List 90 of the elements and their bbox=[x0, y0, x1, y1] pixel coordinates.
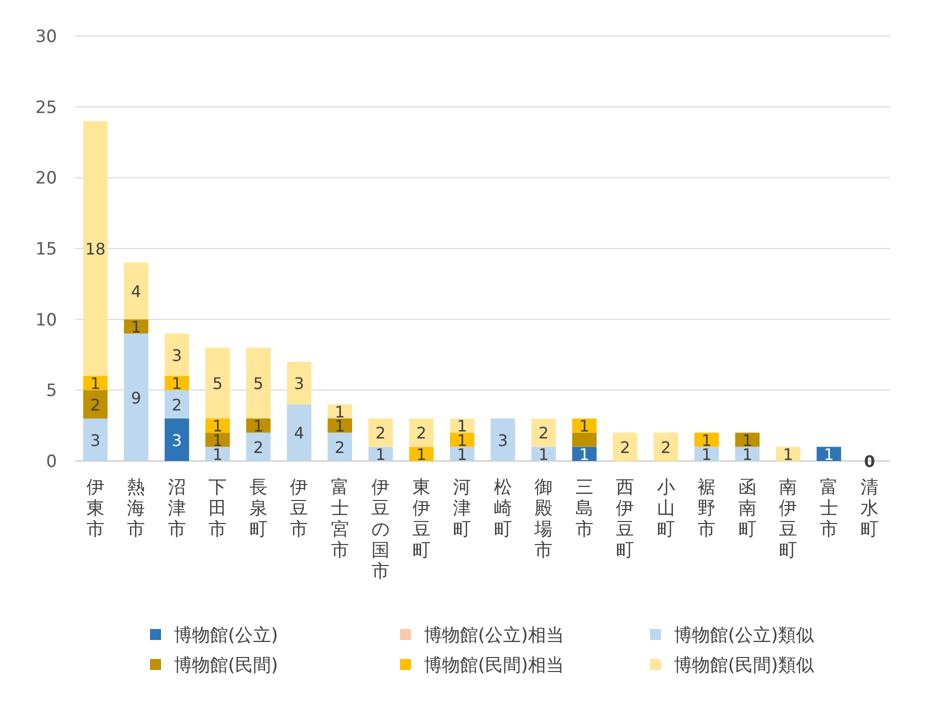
bar bbox=[83, 390, 108, 418]
data-label: 2 bbox=[172, 395, 182, 414]
x-tick-label: 西伊豆町 bbox=[616, 477, 634, 561]
data-label: 1 bbox=[131, 317, 142, 336]
data-label: 5 bbox=[253, 374, 264, 394]
x-tick-label: 東伊豆町 bbox=[412, 477, 430, 561]
x-tick-label: 伊豆市 bbox=[290, 477, 308, 540]
data-label: 3 bbox=[294, 374, 304, 394]
data-label: 4 bbox=[294, 424, 304, 443]
x-tick-label: 三島市 bbox=[575, 477, 594, 540]
data-label: 5 bbox=[212, 374, 223, 394]
legend-label: 博物館(民間) bbox=[174, 655, 278, 676]
data-label: 1 bbox=[253, 416, 264, 436]
x-tick-label: 熱海市 bbox=[127, 477, 146, 540]
data-label: 3 bbox=[90, 430, 100, 450]
data-label: 2 bbox=[253, 438, 264, 457]
bar bbox=[409, 418, 434, 447]
data-label: 3 bbox=[172, 430, 182, 450]
x-tick-label: 清水町 bbox=[860, 477, 879, 540]
y-tick-label: 10 bbox=[35, 310, 57, 330]
x-tick-label: 裾野市 bbox=[698, 477, 716, 540]
x-tick-label: 沼津市 bbox=[168, 477, 186, 540]
legend-label: 博物館(公立)類似 bbox=[674, 625, 814, 646]
data-label: 3 bbox=[172, 346, 182, 365]
bar bbox=[205, 348, 230, 418]
data-label: 3 bbox=[498, 430, 508, 450]
data-label: 2 bbox=[376, 424, 386, 443]
x-tick-label: 松崎町 bbox=[494, 477, 512, 540]
y-tick-label: 15 bbox=[35, 240, 57, 260]
bar bbox=[124, 262, 148, 320]
bar bbox=[531, 418, 556, 447]
bar bbox=[205, 432, 230, 447]
bar bbox=[368, 418, 393, 447]
legend-label: 博物館(公立) bbox=[174, 625, 278, 646]
bar bbox=[490, 418, 516, 461]
bar bbox=[246, 348, 271, 418]
data-label: 1 bbox=[376, 444, 386, 464]
data-label: 1 bbox=[538, 444, 549, 464]
bar bbox=[328, 432, 352, 461]
bar bbox=[450, 432, 474, 447]
bar bbox=[612, 432, 638, 461]
data-label: 18 bbox=[85, 240, 106, 258]
bar bbox=[83, 121, 108, 376]
x-tick-label: 伊東市 bbox=[86, 477, 104, 540]
bar bbox=[164, 334, 190, 376]
y-tick-label: 0 bbox=[46, 452, 57, 472]
x-tick-label: 御殿場市 bbox=[534, 477, 553, 561]
data-label: 1 bbox=[579, 416, 590, 436]
data-label: 1 bbox=[172, 374, 182, 394]
data-label: 1 bbox=[90, 374, 100, 394]
bar bbox=[83, 418, 108, 461]
bar bbox=[572, 432, 597, 447]
x-tick-label: 伊豆の国市 bbox=[372, 477, 390, 582]
bar bbox=[654, 432, 678, 461]
y-tick-label: 20 bbox=[35, 168, 57, 189]
data-label: 2 bbox=[538, 424, 549, 443]
data-label: 1 bbox=[783, 444, 794, 464]
data-label: 2 bbox=[620, 438, 630, 457]
data-label: 1 bbox=[416, 444, 426, 464]
legend-label: 博物館(民間)類似 bbox=[674, 655, 814, 676]
bar bbox=[246, 432, 271, 461]
data-label: 1 bbox=[824, 444, 834, 464]
data-label: 1 bbox=[579, 444, 590, 464]
y-tick-label: 30 bbox=[35, 27, 57, 47]
x-tick-label: 河津町 bbox=[453, 477, 472, 540]
data-label: 2 bbox=[416, 424, 426, 443]
x-tick-label: 南伊豆町 bbox=[779, 477, 798, 561]
x-tick-label: 下田市 bbox=[208, 477, 227, 540]
y-tick-label: 5 bbox=[46, 381, 57, 402]
legend-label: 博物館(民間)相当 bbox=[424, 655, 564, 676]
data-label: 2 bbox=[90, 395, 100, 414]
x-tick-label: 小山町 bbox=[656, 477, 675, 540]
x-tick-label: 富士市 bbox=[820, 477, 838, 540]
data-label: 2 bbox=[660, 438, 671, 457]
data-label: 4 bbox=[131, 282, 142, 301]
data-label: 0 bbox=[864, 452, 876, 471]
bar bbox=[735, 432, 760, 447]
bar bbox=[124, 334, 148, 461]
x-tick-label: 函南町 bbox=[738, 477, 756, 540]
bar bbox=[694, 432, 719, 447]
x-tick-label: 富士宮市 bbox=[330, 477, 349, 561]
data-label: 9 bbox=[131, 388, 142, 408]
bar bbox=[286, 404, 312, 461]
bar bbox=[164, 418, 190, 461]
data-label: 2 bbox=[334, 438, 345, 457]
bar bbox=[164, 390, 190, 418]
bar bbox=[286, 362, 312, 404]
x-tick-label: 長泉町 bbox=[249, 477, 268, 540]
y-tick-label: 25 bbox=[35, 98, 57, 118]
legend-label: 博物館(公立)相当 bbox=[424, 625, 564, 646]
